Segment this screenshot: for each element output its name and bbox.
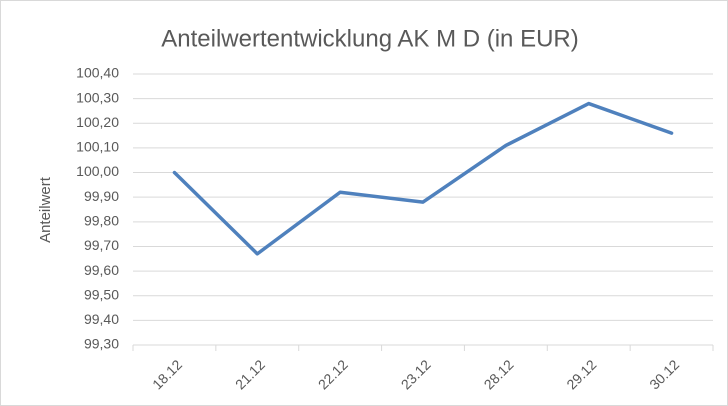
y-tick-label: 100,20 (76, 114, 119, 130)
y-tick-label: 99,50 (84, 286, 119, 302)
chart-title: Anteilwertentwicklung AK M D (in EUR) (161, 25, 578, 52)
y-tick-label: 100,40 (76, 65, 119, 81)
y-tick-label: 99,30 (84, 336, 119, 352)
y-tick-label: 100,10 (76, 139, 119, 155)
line (172, 101, 674, 256)
y-tick-label: 99,70 (84, 237, 119, 253)
y-tick-label: 99,40 (84, 311, 119, 327)
y-tick-label: 100,00 (76, 163, 119, 179)
y-tick-label: 99,80 (84, 213, 119, 229)
y-axis-title: Anteilwert (37, 176, 54, 243)
y-tick-label: 99,90 (84, 188, 119, 204)
y-tick-label: 100,30 (76, 89, 119, 105)
y-tick-label: 99,60 (84, 262, 119, 278)
